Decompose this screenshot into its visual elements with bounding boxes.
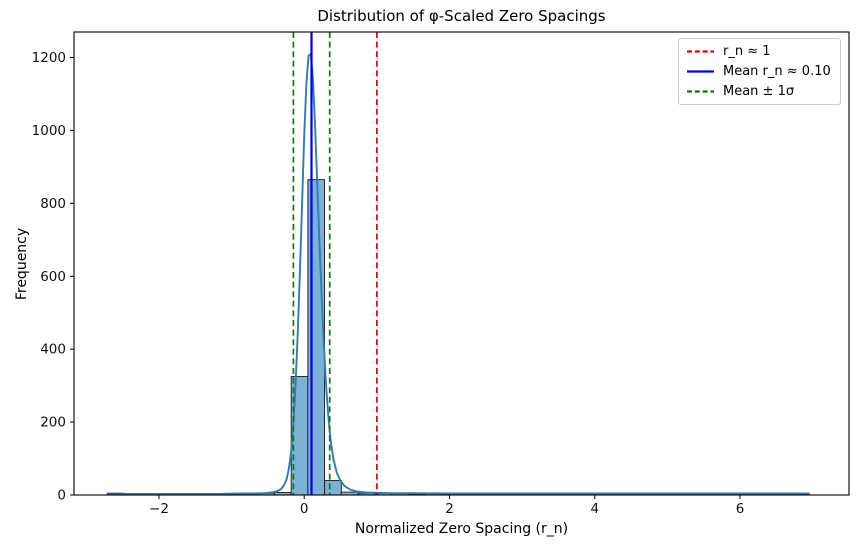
histogram-bar: [307, 179, 326, 496]
legend-label: Mean r_n ≈ 0.10: [723, 64, 831, 79]
x-tick-label: 0: [300, 501, 309, 517]
x-axis-label: Normalized Zero Spacing (r_n): [354, 521, 569, 537]
x-tick-label: −2: [149, 501, 169, 517]
chart-title: Distribution of φ-Scaled Zero Spacings: [317, 7, 606, 25]
legend-item-mean-rn: Mean r_n ≈ 0.10: [686, 65, 833, 78]
red-dashed-line-icon: [687, 50, 714, 53]
y-tick-label: 0: [57, 488, 66, 504]
y-axis-label: Frequency: [14, 227, 30, 301]
legend-item-rn-approx-1: r_n ≈ 1: [686, 45, 833, 58]
blue-solid-line-icon: [687, 70, 714, 73]
histogram-bar: [324, 479, 342, 496]
legend-label: Mean ± 1σ: [723, 84, 795, 99]
x-axis-ticks: −2 0 2 4 6: [149, 495, 744, 517]
legend: r_n ≈ 1 Mean r_n ≈ 0.10 Mean ± 1σ: [678, 38, 841, 105]
legend-item-mean-pm-sigma: Mean ± 1σ: [686, 85, 833, 98]
y-tick-label: 1000: [32, 123, 66, 139]
histogram-bars: [106, 179, 810, 496]
y-axis-ticks: 0 200 400 600 800 1000 1200: [32, 50, 74, 504]
x-tick-label: 4: [591, 501, 600, 517]
y-tick-label: 200: [40, 415, 66, 431]
kde-curve: [106, 52, 811, 496]
legend-label: r_n ≈ 1: [723, 44, 771, 59]
x-tick-label: 6: [736, 501, 745, 517]
green-dashed-line-icon: [687, 90, 714, 93]
y-tick-label: 400: [40, 342, 66, 358]
x-tick-label: 2: [445, 501, 454, 517]
axes-frame: [73, 31, 850, 496]
y-tick-label: 600: [40, 269, 66, 285]
y-tick-label: 800: [40, 196, 66, 212]
y-tick-label: 1200: [32, 50, 66, 66]
